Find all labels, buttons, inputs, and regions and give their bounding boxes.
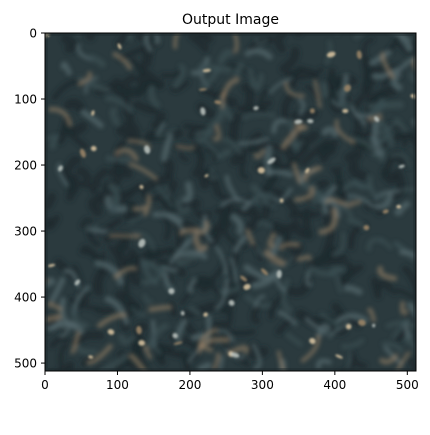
y-tick-label: 400 xyxy=(14,291,37,305)
x-tick-label: 200 xyxy=(178,378,201,392)
y-tick-label: 200 xyxy=(14,159,37,173)
x-tick-label: 500 xyxy=(396,378,419,392)
y-tick-label: 500 xyxy=(14,357,37,371)
chart-title: Output Image xyxy=(182,12,279,28)
x-tick-label: 300 xyxy=(251,378,274,392)
x-tick-label: 100 xyxy=(106,378,129,392)
y-tick-label: 300 xyxy=(14,225,37,239)
texture-highlights xyxy=(45,33,416,359)
image-texture xyxy=(45,33,416,371)
x-tick-label: 400 xyxy=(323,378,346,392)
x-tick-label: 0 xyxy=(41,378,49,392)
image-area xyxy=(45,33,416,371)
texture-slate-swirls xyxy=(45,33,416,371)
y-axis: 0 100 200 300 400 500 xyxy=(14,27,45,371)
y-tick-label: 100 xyxy=(14,93,37,107)
y-tick-label: 0 xyxy=(29,27,37,41)
plot-frame xyxy=(44,32,417,372)
x-axis: 0 100 200 300 400 500 xyxy=(41,371,419,392)
